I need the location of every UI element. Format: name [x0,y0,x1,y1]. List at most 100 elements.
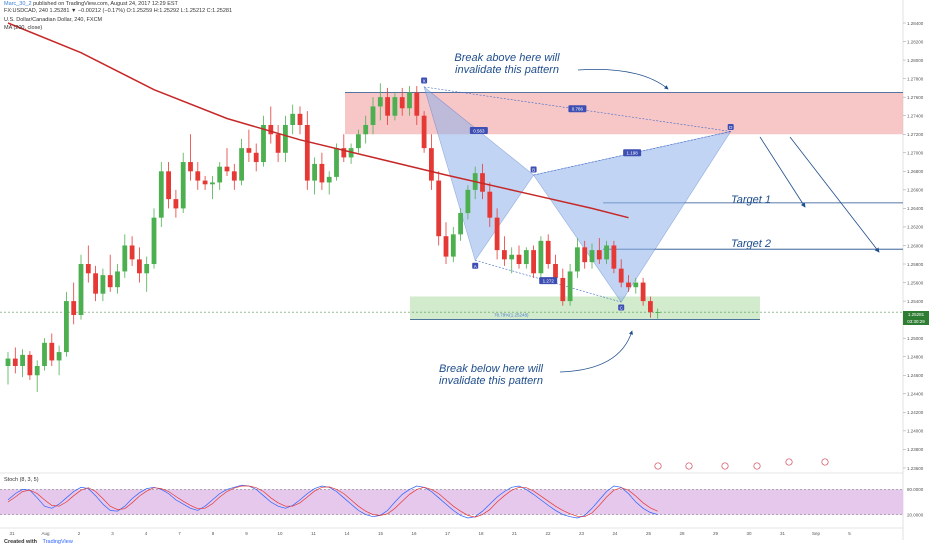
candle-body [122,245,128,272]
x-tick-label: 28 [679,531,685,536]
x-tick-label: Sep [812,531,821,536]
y-tick-label: 1.26200 [907,225,924,230]
pattern-point-label-B: B [532,168,535,173]
x-tick-label: 8 [212,531,215,536]
economic-event-icon [685,462,693,470]
candle-body [42,342,47,366]
x-tick-label: 24 [612,531,618,536]
candle-body [480,173,485,192]
candle-body [582,247,588,263]
y-tick-label: 1.28400 [907,21,924,26]
x-tick-label: 14 [344,531,350,536]
candle-body [633,282,639,288]
ratio-label-xb: 0.563 [473,128,485,133]
ratio-label-bd: 1.198 [627,151,639,156]
candle-body [268,124,274,135]
quote-line: FX:USDCAD, 240 1.25281 ▼ −0.00212 (−0.17… [4,8,233,14]
candle-body [27,354,33,376]
candle-body [224,166,230,172]
y-tick-label: 1.28200 [907,39,924,44]
x-tick-label: 3 [111,531,114,536]
economic-event-icon [821,458,829,466]
break-above-line-1: Break above here will [454,52,560,64]
candle-body [443,236,449,257]
candle-body [458,213,463,235]
y-tick-label: 1.25600 [907,280,924,285]
ratio-label-xd: 0.786 [572,107,584,112]
pattern-point-box-B [530,166,537,173]
candle-body [297,113,303,125]
economic-event-icon [654,462,662,470]
y-tick-label: 1.23600 [907,466,924,471]
stoch-legend[interactable]: Stoch (8, 3, 5) [4,477,39,483]
candle-body [531,250,536,274]
candle-body [363,124,369,135]
candle-body [341,148,347,158]
target-1-label: Target 1 [731,194,771,206]
pattern-point-box-X [421,77,428,84]
candle-body [144,264,150,274]
candle-body [93,273,98,294]
candle-body [85,264,91,274]
break-above-arrow [577,69,669,90]
stoch-axis-label: 20.0000 [907,512,924,517]
candle-body [34,365,40,376]
candle-body [567,271,573,302]
candle-body [553,264,558,278]
x-tick-label: 29 [713,531,719,536]
candle-body [188,162,193,172]
candle-body [509,254,515,260]
candle-body [385,97,390,116]
candle-body [151,217,157,265]
x-tick-label: 17 [445,531,451,536]
pattern-point-label-D: D [729,125,733,130]
ratio-box-bd [623,149,642,157]
candle-body [261,124,266,163]
candle-body [158,171,164,218]
candle-body [648,301,653,313]
candle-body [626,282,631,288]
pattern-point-label-C: C [620,306,624,311]
support-zone [410,296,760,320]
y-tick-label: 1.28000 [907,58,924,63]
candle-body [370,106,376,125]
candle-body [429,148,434,181]
x-tick-label: 5 [848,531,851,536]
tradingview-logo[interactable]: TradingView [42,539,73,545]
ma-legend[interactable]: MA (200, close) [4,25,43,31]
y-tick-label: 1.26600 [907,188,924,193]
candle-body [129,245,135,260]
x-tick-label: 11 [311,531,316,536]
candle-body [494,217,500,251]
candle-body [611,245,617,269]
candle-body [253,152,259,163]
candle-body [414,92,420,116]
x-tick-label: 31 [9,531,15,536]
economic-event-icon [785,458,793,466]
candle-body [202,180,208,185]
footer: Created with TradingView [4,539,73,545]
candle-body [589,250,595,263]
y-tick-label: 1.24800 [907,355,924,360]
y-tick-label: 1.27800 [907,76,924,81]
candle-body [655,312,661,314]
ma200-line [7,22,629,219]
x-tick-label: 25 [646,531,652,536]
candle-body [618,268,624,283]
publish-text: published on TradingView.com, August 24,… [33,1,178,7]
x-tick-label: 23 [579,531,585,536]
x-tick-label: 30 [746,531,752,536]
x-tick-label: 2 [78,531,81,536]
candle-body [107,275,113,288]
candle-body [465,189,471,214]
d-level-label: 78.79%(1.25248) [494,313,529,318]
author-link[interactable]: Marc_30_2 [4,1,32,7]
y-tick-label: 1.25400 [907,299,924,304]
candle-body [283,124,288,153]
ratio-box-xd [568,105,587,113]
pattern-point-label-X: X [423,78,426,83]
x-tick-label: 7 [178,531,181,536]
target-2-label: Target 2 [731,238,771,250]
candle-body [640,282,646,302]
